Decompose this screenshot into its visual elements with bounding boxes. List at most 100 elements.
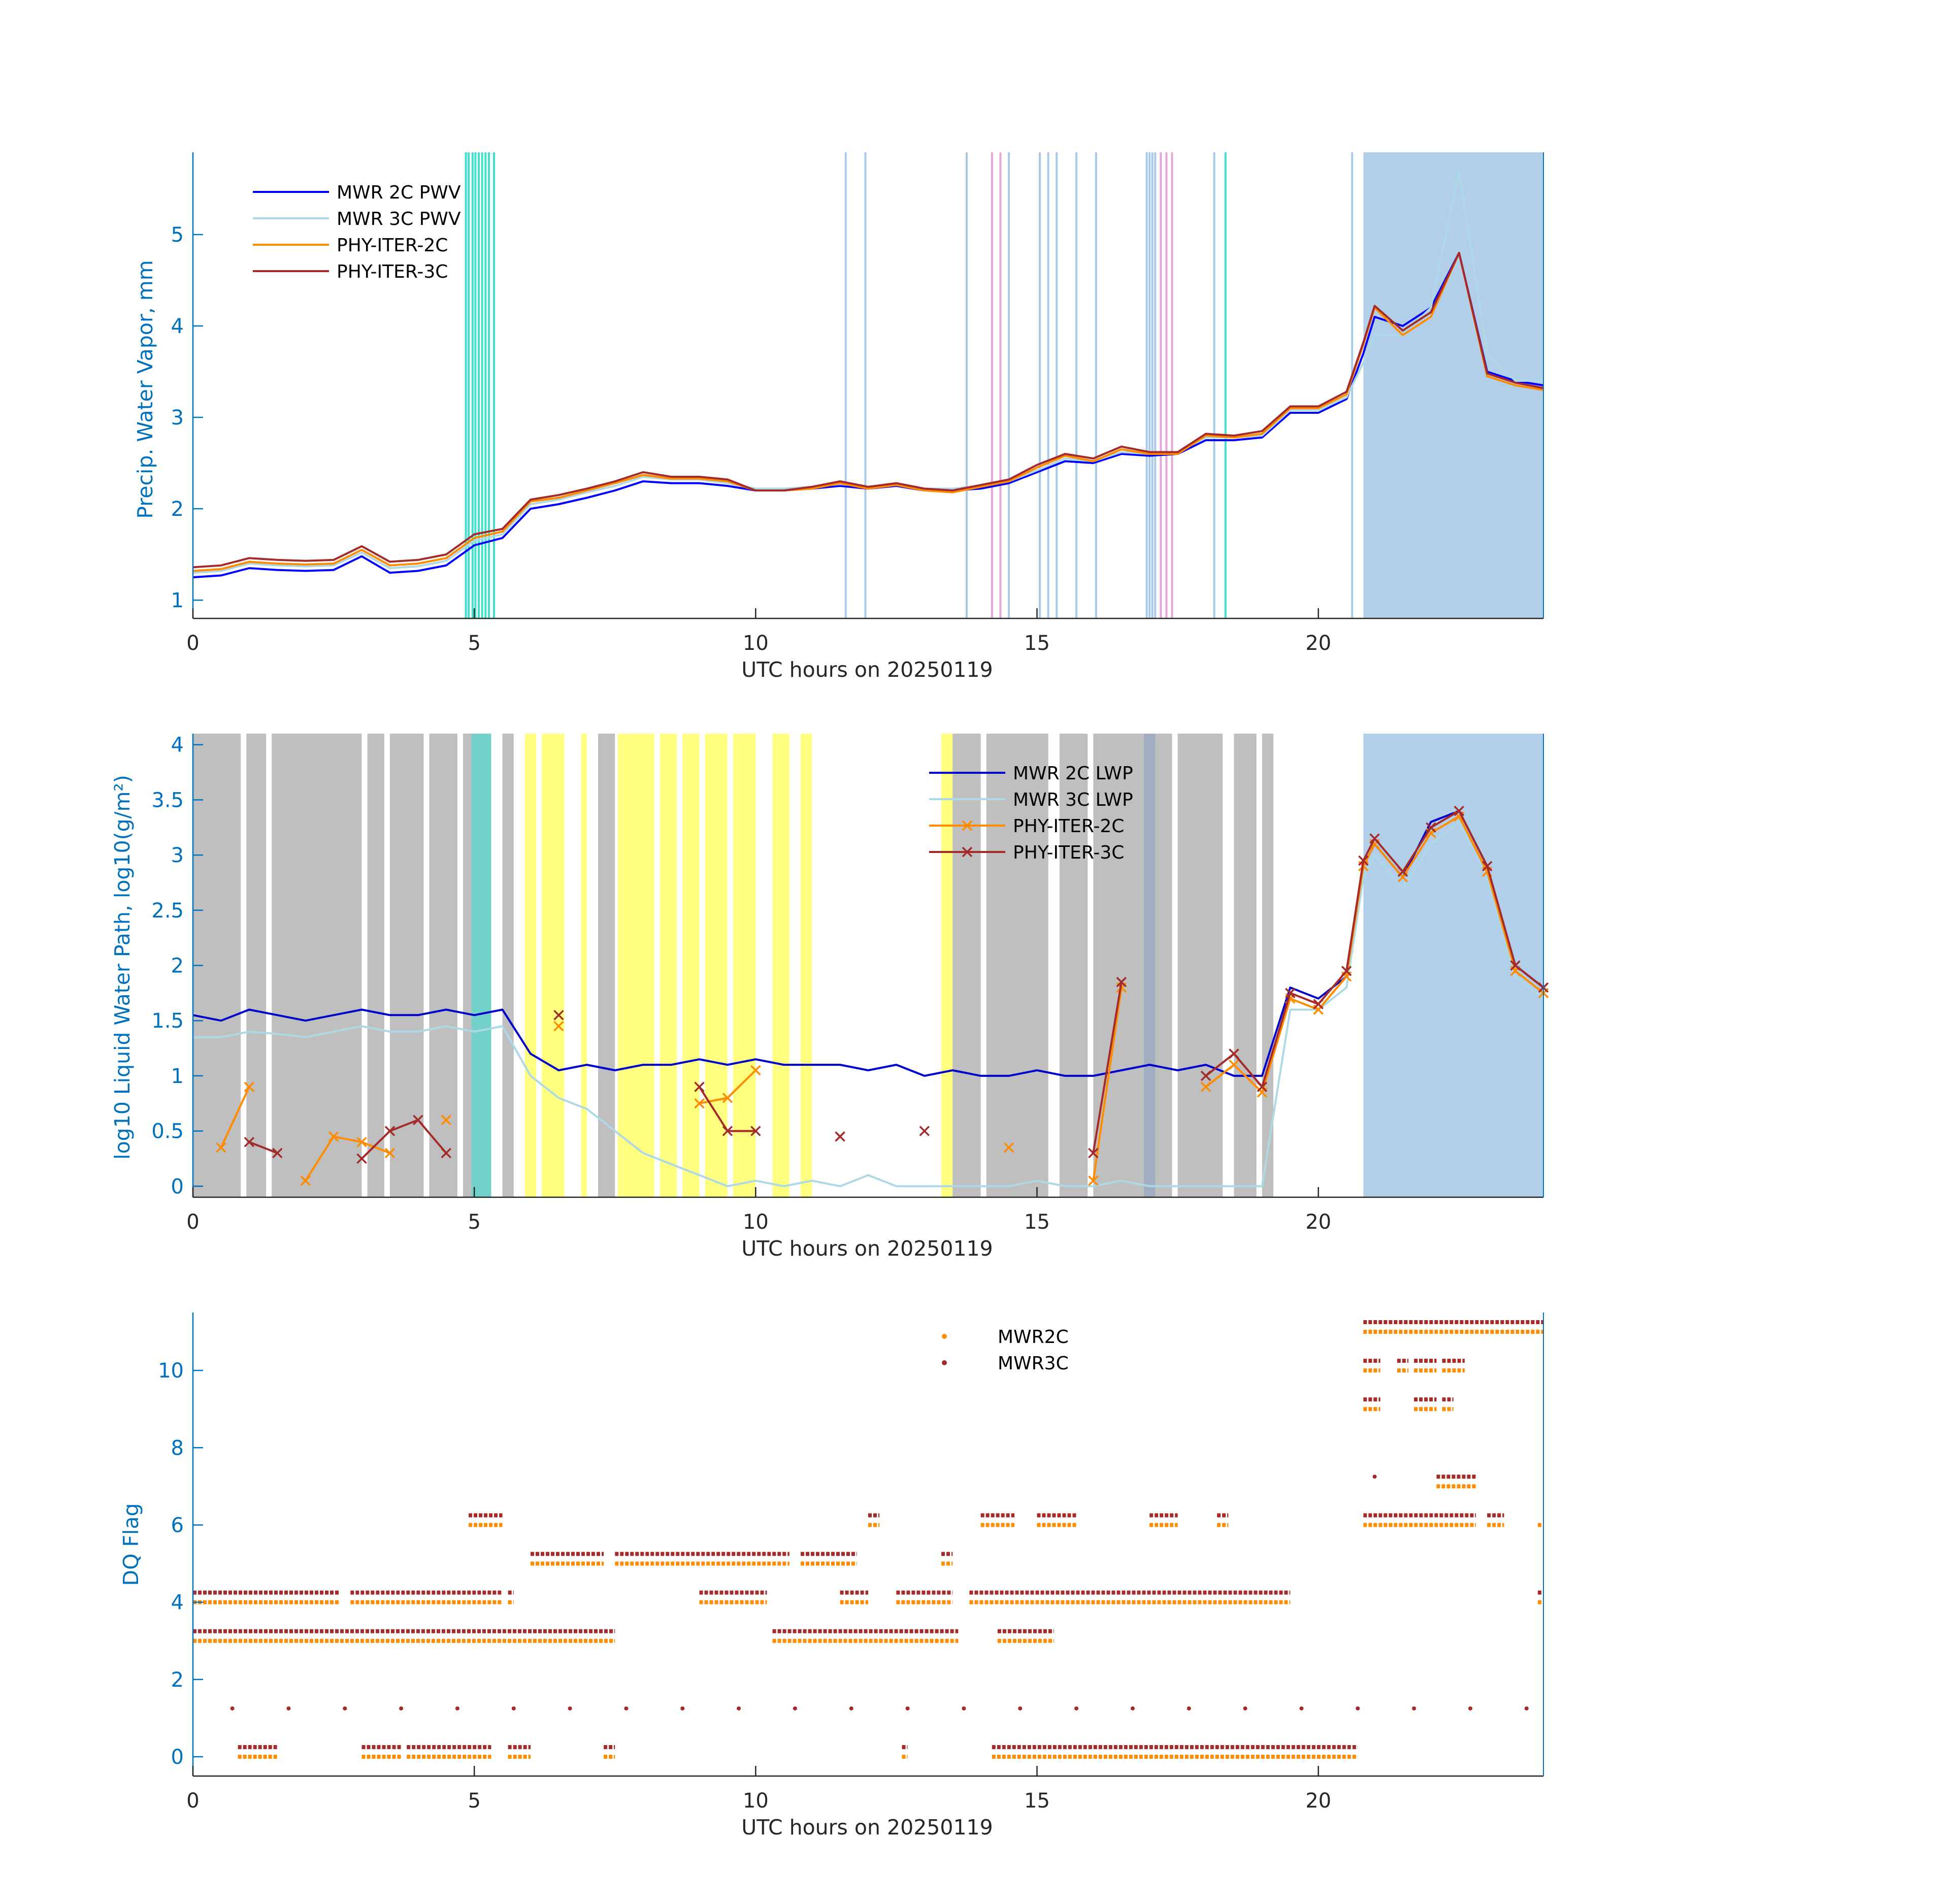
dq-point-mwr3c [511, 1706, 516, 1711]
lwp-ytick-label: 3 [171, 844, 184, 867]
pwv-ytick-label: 2 [171, 498, 184, 521]
lwp-ytick-label: 1 [171, 1065, 184, 1088]
dq-panel: 0 5 10 15 20 0 2 4 6 8 10 UTC hours on 20250119 DQ… [119, 1312, 1544, 1840]
lwp-marker-phy-iter-2c [244, 1081, 255, 1092]
pwv-xtick-label: 0 [186, 632, 199, 655]
dq-xtick-label: 20 [1305, 1789, 1331, 1813]
pwv-line-phy-iter-3c [192, 252, 1544, 569]
dq-point-mwr3c [568, 1706, 572, 1711]
lwp-marker-phy-iter-3c [1426, 822, 1436, 833]
lwp-gray-band [246, 734, 267, 1197]
lwp-gray-band [389, 734, 424, 1197]
lwp-marker-phy-iter-2c [384, 1147, 396, 1159]
lwp-marker-phy-iter-2c [328, 1131, 339, 1142]
lwp-shading [193, 734, 1543, 1197]
lwp-marker-phy-iter-3c [1341, 966, 1352, 976]
lwp-marker-phy-iter-3c [356, 1153, 367, 1164]
lwp-gray-band [429, 734, 457, 1197]
dq-point-mwr3c [1187, 1706, 1191, 1711]
dq-point-mwr3c [286, 1706, 291, 1711]
dq-legend-label-mwr2c: MWR2C [998, 1327, 1069, 1348]
dq-point-mwr3c [962, 1706, 966, 1711]
lwp-marker-phy-iter-3c [1369, 833, 1380, 844]
dq-point-mwr3c [455, 1706, 459, 1711]
pwv-ytick-label: 4 [171, 315, 184, 338]
lwp-ylabel: log10 Liquid Water Path, log10(g/m²) [110, 775, 135, 1160]
lwp-line-mwr-3c-lwp [193, 820, 1544, 1188]
lwp-marker-phy-iter-3c [1088, 1147, 1099, 1159]
lwp-marker-phy-iter-3c [441, 1147, 451, 1159]
lwp-marker-phy-iter-2c [1003, 1142, 1014, 1153]
lwp-ytick-label: 4 [171, 734, 184, 757]
lwp-marker-phy-iter-3c [835, 1131, 845, 1142]
lwp-yellow-band [581, 734, 587, 1197]
dq-series-group [193, 1320, 1543, 1759]
lwp-marker-phy-iter-2c [1229, 1059, 1239, 1070]
dq-legend-swatch-mwr2c [942, 1334, 947, 1339]
dq-ylabel: DQ Flag [119, 1503, 143, 1586]
lwp-marker-phy-iter-2c [300, 1175, 311, 1186]
lwp-yellow-band [617, 734, 654, 1197]
lwp-marker-phy-iter-2c [216, 1142, 226, 1153]
pwv-ytick-label: 3 [171, 406, 184, 430]
pwv-legend: MWR 2C PWV MWR 3C PWV PHY-ITER-2C PHY-ITER-… [253, 182, 461, 282]
pwv-shading [465, 152, 1543, 618]
lwp-slate-band [1144, 734, 1156, 1197]
dq-xtick-label: 15 [1024, 1789, 1050, 1813]
lwp-marker-phy-iter-2c [750, 1065, 761, 1076]
lwp-legend-marker-phy-iter-2c [962, 820, 973, 831]
lwp-xtick-label: 10 [743, 1210, 769, 1234]
pwv-ylabel: Precip. Water Vapor, mm [133, 260, 157, 518]
lwp-ytick-label: 2 [171, 955, 184, 978]
lwp-legend-label-phy-iter-3c: PHY-ITER-3C [1013, 842, 1124, 863]
lwp-marker-phy-iter-3c [244, 1137, 255, 1147]
dq-legend-label-mwr3c: MWR3C [998, 1353, 1069, 1374]
lwp-gray-band [1177, 734, 1223, 1197]
lwp-xtick-label: 15 [1024, 1210, 1050, 1234]
dq-ytick-label: 8 [171, 1436, 184, 1460]
lwp-marker-phy-iter-3c [1116, 976, 1127, 988]
dq-point-mwr3c [905, 1706, 910, 1711]
dq-point-mwr3c [1018, 1706, 1023, 1711]
lwp-yellow-band [660, 734, 677, 1197]
lwp-marker-phy-iter-3c [1313, 999, 1324, 1009]
lwp-gray-band [1059, 734, 1088, 1197]
lwp-ytick-label: 1.5 [151, 1009, 184, 1033]
dq-ytick-label: 4 [171, 1591, 184, 1615]
lwp-legend-label-phy-iter-2c: PHY-ITER-2C [1013, 816, 1124, 837]
dq-point-mwr3c [1243, 1706, 1247, 1711]
lwp-yellow-band [941, 734, 953, 1197]
pwv-xtick-label: 10 [743, 632, 769, 655]
lwp-legend: MWR 2C LWP MWR 3C LWP PHY-ITER-2C PHY-ITER-… [929, 763, 1133, 863]
lwp-marker-phy-iter-3c [1397, 866, 1408, 877]
lwp-marker-phy-iter-3c [1285, 988, 1296, 999]
lwp-legend-marker-phy-iter-3c [962, 846, 973, 858]
lwp-marker-phy-iter-3c [1200, 1070, 1211, 1081]
lwp-legend-label-mwr-2c-lwp: MWR 2C LWP [1013, 763, 1133, 784]
dq-point-mwr3c [1468, 1706, 1472, 1711]
pwv-legend-label-mwr-2c-pwv: MWR 2C PWV [337, 182, 461, 203]
dq-point-mwr3c [624, 1706, 629, 1711]
dq-point-mwr3c [1130, 1706, 1135, 1711]
lwp-xtick-label: 5 [468, 1210, 480, 1234]
dq-point-mwr3c [680, 1706, 685, 1711]
dq-xtick-label: 5 [468, 1789, 480, 1813]
lwp-axes: 0 5 10 15 20 0 0.5 1 1.5 2 2.5 3 3.5 4 [151, 734, 1544, 1234]
lwp-gray-band [367, 734, 384, 1197]
lwp-xtick-label: 0 [186, 1210, 199, 1234]
lwp-series-group [192, 805, 1549, 1188]
lwp-marker-phy-iter-3c [1510, 960, 1521, 971]
lwp-gray-band [502, 734, 514, 1197]
pwv-ytick-label: 1 [171, 589, 184, 612]
lwp-yellow-band [524, 734, 537, 1197]
lwp-marker-phy-iter-2c [441, 1114, 451, 1126]
lwp-marker-phy-iter-3c [1257, 1081, 1268, 1092]
pwv-panel: 0 5 10 15 20 1 2 3 4 5 UTC hours on 20250119 Prec… [133, 152, 1544, 682]
pwv-legend-label-phy-iter-2c: PHY-ITER-2C [337, 235, 448, 256]
dq-point-mwr3c [737, 1706, 741, 1711]
lwp-xtick-label: 20 [1305, 1210, 1331, 1234]
lwp-yellow-band [682, 734, 700, 1197]
pwv-xtick-label: 20 [1305, 632, 1331, 655]
pwv-legend-label-phy-iter-3c: PHY-ITER-3C [337, 261, 448, 282]
